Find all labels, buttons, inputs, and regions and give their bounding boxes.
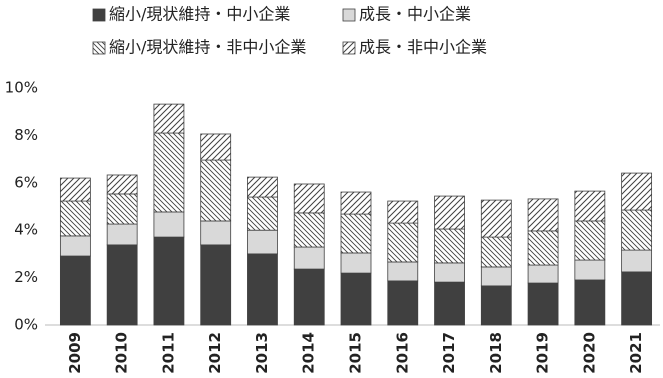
bar-segment	[574, 259, 606, 281]
bar-segment	[200, 159, 232, 222]
bar-segment	[480, 199, 512, 238]
bar-segment	[59, 177, 91, 202]
x-tick-label: 2011	[159, 332, 177, 374]
bar-segment	[59, 200, 91, 237]
bar-segment	[434, 195, 465, 230]
legend-swatch	[92, 41, 106, 55]
bar-segment	[293, 212, 325, 248]
bar-segment	[247, 229, 278, 255]
bar-segment	[247, 176, 278, 198]
bar-segment	[106, 223, 138, 246]
bar-segment	[387, 200, 419, 224]
bar-segment	[153, 236, 185, 326]
bar-segment	[527, 198, 559, 232]
bar-segment	[106, 174, 138, 195]
x-tick-label: 2020	[580, 332, 598, 374]
y-tick-label: 0%	[14, 316, 38, 334]
bar-segment	[434, 281, 465, 326]
bar-segment	[293, 183, 325, 214]
bar-segment	[621, 249, 653, 273]
bar-segment	[621, 172, 653, 211]
x-tick-label: 2021	[627, 332, 645, 374]
bar-segment	[340, 272, 372, 326]
y-tick-label: 6%	[14, 173, 38, 191]
bar-segment	[574, 220, 606, 261]
bar-segment	[621, 271, 653, 326]
bar-segment	[340, 191, 372, 215]
bar-segment	[153, 132, 185, 213]
bar-segment	[293, 246, 325, 270]
x-tick-label: 2010	[113, 332, 131, 374]
bar-segment	[480, 285, 512, 326]
legend-swatch	[342, 41, 356, 55]
bar-segment	[340, 252, 372, 274]
bar-segment	[106, 193, 138, 225]
x-tick-label: 2014	[300, 332, 318, 374]
bar-segment	[527, 264, 559, 284]
legend-label: 成長・中小企業	[359, 5, 471, 24]
bar-segment	[574, 279, 606, 326]
y-tick-label: 8%	[14, 126, 38, 144]
x-tick-label: 2016	[393, 332, 411, 374]
bar-segment	[480, 236, 512, 268]
bar-segment	[247, 253, 278, 326]
bar-segment	[59, 255, 91, 326]
bar-segment	[434, 262, 465, 283]
x-tick-label: 2015	[347, 332, 365, 374]
bar-segment	[434, 228, 465, 264]
bar-segment	[293, 268, 325, 326]
bar-segment	[340, 213, 372, 254]
bar-segment	[153, 103, 185, 134]
bar-segment	[59, 235, 91, 257]
x-tick-label: 2018	[487, 332, 505, 374]
y-tick-label: 10%	[5, 79, 38, 97]
legend-label: 成長・非中小企業	[359, 38, 487, 57]
bar-segment	[200, 244, 232, 326]
legend-swatch	[92, 8, 106, 22]
bar-segment	[387, 222, 419, 263]
bar-segment	[200, 220, 232, 246]
x-tick-label: 2017	[440, 332, 458, 374]
bar-segment	[247, 196, 278, 231]
bar-segment	[106, 244, 138, 326]
bar-segment	[387, 280, 419, 326]
x-tick-label: 2009	[66, 332, 84, 374]
x-tick-label: 2013	[253, 332, 271, 374]
legend-label: 縮小/現状維持・中小企業	[109, 5, 290, 24]
bar-segment	[480, 266, 512, 287]
legend-swatch	[342, 8, 356, 22]
bar-segment	[621, 209, 653, 251]
legend-label: 縮小/現状維持・非中小企業	[109, 38, 306, 57]
bar-segment	[574, 190, 606, 222]
y-tick-label: 2%	[14, 268, 38, 286]
bar-segment	[387, 261, 419, 282]
bar-segment	[527, 282, 559, 326]
bar-segment	[153, 211, 185, 238]
x-tick-label: 2012	[206, 332, 224, 374]
x-tick-label: 2019	[534, 332, 552, 374]
y-tick-label: 4%	[14, 221, 38, 239]
bar-segment	[200, 133, 232, 161]
bar-segment	[527, 230, 559, 266]
